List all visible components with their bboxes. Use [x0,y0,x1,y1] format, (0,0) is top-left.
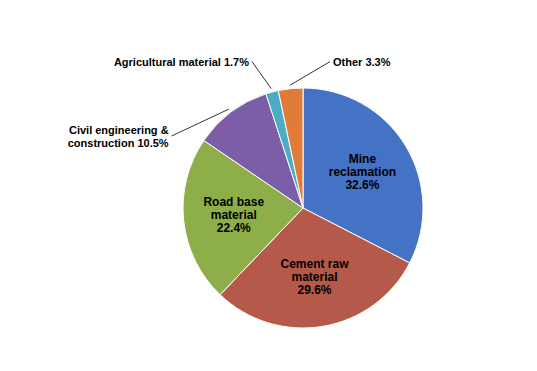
svg-text:Agricultural material 1.7%: Agricultural material 1.7% [114,56,249,68]
svg-text:Other 3.3%: Other 3.3% [333,56,391,68]
svg-text:Road basematerial22.4%: Road basematerial22.4% [203,195,264,235]
svg-text:Cement rawmaterial29.6%: Cement rawmaterial29.6% [281,257,350,297]
svg-text:Minereclamation32.6%: Minereclamation32.6% [329,152,396,192]
svg-text:Civil engineering &constructio: Civil engineering &construction 10.5% [68,124,169,149]
